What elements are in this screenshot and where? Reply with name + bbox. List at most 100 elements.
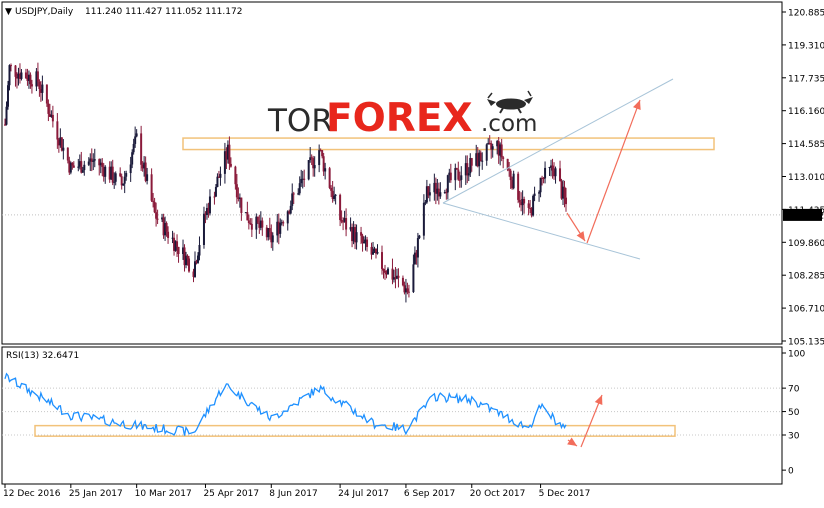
rsi-tick-label: 50 — [788, 408, 800, 418]
rsi-label: RSI(13) 32.6471 — [6, 351, 79, 361]
candle-body — [4, 124, 6, 126]
candle-body — [310, 157, 313, 159]
candle-body — [259, 220, 262, 228]
candle-body — [282, 222, 285, 224]
candle-body — [286, 211, 289, 224]
candle-body — [93, 159, 96, 161]
candle-body — [291, 193, 294, 206]
candle-body — [330, 187, 333, 191]
candle-body — [123, 176, 126, 184]
candle-body — [406, 288, 409, 292]
candle-body — [436, 188, 439, 194]
candle-body — [125, 173, 128, 177]
candle-body — [156, 218, 159, 220]
candle-body — [375, 248, 378, 254]
candle-body — [476, 153, 479, 167]
candle-body — [14, 65, 17, 77]
symbol-label: USDJPY,Daily — [15, 7, 74, 17]
candle-body — [413, 252, 416, 265]
price-tick-label: 116.160 — [788, 107, 824, 117]
candle-body — [69, 162, 72, 173]
candle-body — [267, 228, 270, 238]
candle-body — [488, 142, 491, 144]
candle-body — [173, 237, 176, 251]
candle-body — [370, 246, 373, 255]
candle-body — [185, 255, 188, 266]
candle-body — [520, 201, 523, 206]
candle-body — [521, 199, 524, 206]
candle-body — [195, 261, 198, 263]
candle-body — [143, 162, 146, 169]
candle-body — [361, 235, 364, 243]
candle-body — [382, 268, 385, 271]
candle-body — [509, 170, 512, 181]
candle-body — [131, 152, 134, 165]
price-tick-label: 113.010 — [788, 173, 824, 183]
candle-body — [340, 220, 343, 222]
candle-body — [548, 167, 551, 169]
price-tick-label: 106.710 — [788, 305, 824, 315]
rsi-arrow-up — [580, 394, 603, 448]
candle-body — [407, 291, 410, 293]
candle-body — [563, 186, 566, 198]
candle-body — [392, 277, 395, 280]
candle-body — [78, 161, 81, 167]
candle-body — [523, 199, 526, 204]
candle-body — [214, 186, 217, 197]
candle-body — [500, 144, 503, 158]
candle-body — [202, 213, 205, 245]
candle-body — [443, 192, 446, 194]
price-tick-label: 117.735 — [788, 74, 824, 84]
candle-body — [111, 166, 114, 183]
candle-body — [445, 192, 448, 194]
candle-body — [216, 176, 219, 187]
candle-body — [213, 196, 216, 198]
candle-body — [529, 207, 532, 209]
candle-body — [491, 146, 494, 150]
candle-body — [182, 247, 185, 254]
candle-body — [244, 212, 247, 214]
candle-body — [59, 137, 62, 146]
candle-body — [425, 186, 428, 203]
candle-body — [292, 193, 295, 195]
candle-body — [256, 216, 259, 223]
price-panel — [1, 1, 783, 345]
candle-body — [470, 158, 473, 166]
arrow-up-to-trendline — [586, 99, 641, 244]
candle-body — [177, 246, 180, 254]
logo-tor: TOR — [267, 103, 333, 139]
rsi-tick-label: 30 — [788, 432, 800, 442]
candle-body — [174, 241, 177, 251]
candle-body — [372, 251, 375, 255]
candle-body — [496, 141, 499, 147]
candle-body — [98, 159, 101, 166]
candle-body — [309, 157, 312, 161]
candle-body — [339, 194, 342, 221]
date-tick-label: 25 Jan 2017 — [69, 489, 123, 499]
torforex-logo: TOR FOREX .com — [267, 90, 537, 141]
candle-body — [62, 147, 65, 151]
candle-body — [50, 114, 53, 117]
collapse-triangle-icon[interactable]: ▼ — [5, 7, 12, 17]
candle-body — [8, 65, 11, 86]
candle-body — [481, 160, 484, 162]
candle-body — [132, 143, 135, 153]
candle-body — [47, 103, 50, 114]
candle-body — [397, 275, 400, 278]
candle-body — [533, 193, 536, 196]
rsi-tick-label: 0 — [788, 467, 794, 477]
candle-body — [38, 81, 41, 90]
candle-body — [39, 89, 42, 93]
candle-body — [108, 166, 111, 180]
candle-body — [449, 172, 452, 181]
candle-body — [141, 164, 144, 169]
candle-body — [20, 72, 23, 79]
candle-body — [87, 161, 90, 165]
candle-body — [502, 157, 505, 159]
candle-body — [6, 85, 9, 107]
candle-body — [479, 152, 482, 162]
candle-body — [562, 186, 565, 199]
candle-body — [415, 252, 418, 258]
candle-body — [333, 195, 336, 199]
